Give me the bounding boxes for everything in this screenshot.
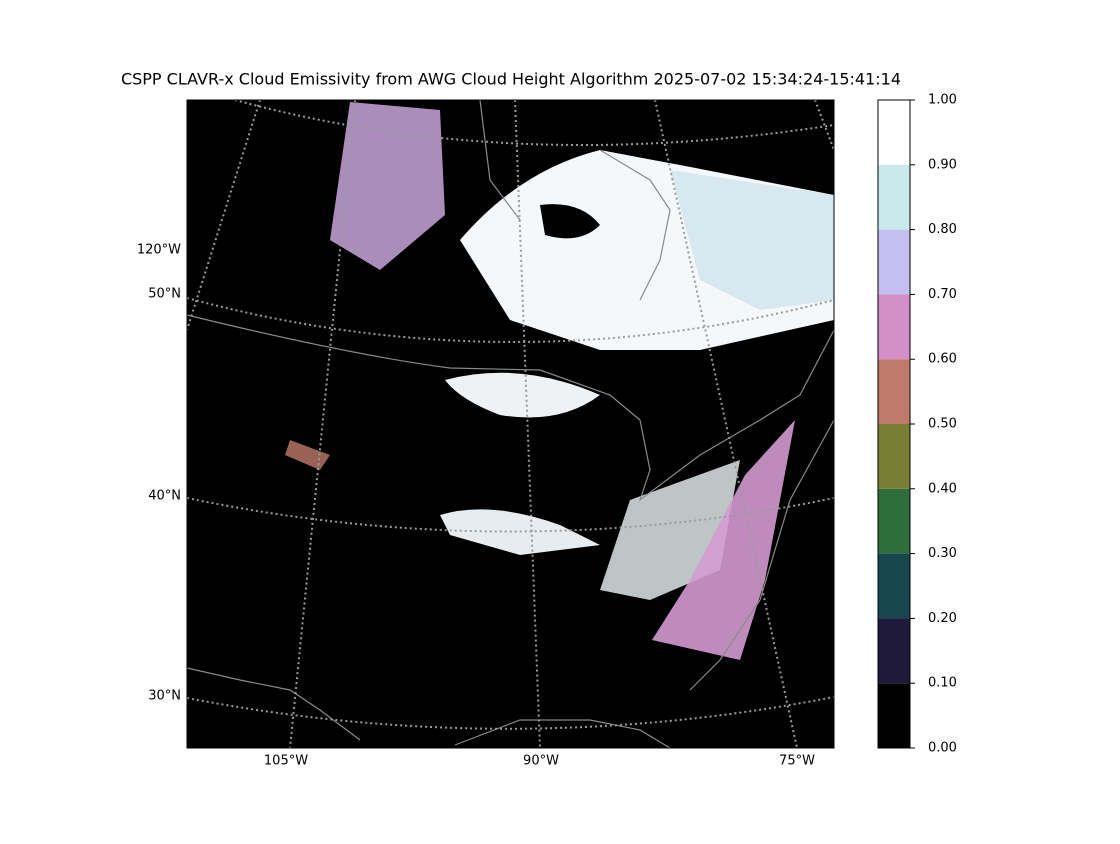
lon-label: 75°W [779, 754, 815, 769]
colorbar-tick-label: 0.00 [928, 741, 957, 756]
map [186, 99, 835, 749]
colorbar-tick-label: 0.50 [928, 417, 957, 432]
colorbar-tick-label: 1.00 [928, 93, 957, 108]
colorbar-bin [878, 100, 910, 165]
colorbar-bin [878, 164, 910, 230]
map-frame [186, 99, 835, 749]
lat-label: 30°N [148, 689, 181, 704]
lat-label: 120°W [137, 243, 181, 258]
colorbar-bin [878, 553, 910, 619]
colorbar-bin [878, 618, 910, 684]
lat-label: 50°N [148, 287, 181, 302]
colorbar-tick-label: 0.30 [928, 546, 957, 561]
colorbar-bin [878, 294, 910, 360]
borders [186, 99, 835, 749]
colorbar-bin [878, 683, 910, 748]
colorbar-tick-label: 0.40 [928, 481, 957, 496]
colorbar-bin [878, 229, 910, 295]
lon-label: 105°W [264, 754, 308, 769]
colorbar-bin [878, 359, 910, 424]
colorbar-bin [878, 424, 910, 489]
colorbar-tick-label: 0.20 [928, 611, 957, 626]
colorbar-tick-label: 0.80 [928, 222, 957, 237]
map-title: CSPP CLAVR-x Cloud Emissivity from AWG C… [121, 70, 901, 89]
cloud-field [285, 102, 834, 660]
graticule [186, 99, 835, 749]
colorbar-tick-label: 0.90 [928, 157, 957, 172]
lon-label: 90°W [523, 754, 559, 769]
colorbar-tick-label: 0.70 [928, 287, 957, 302]
colorbar-bin [878, 488, 910, 554]
colorbar-tick-label: 0.60 [928, 352, 957, 367]
lat-label: 40°N [148, 489, 181, 504]
colorbar-tick-label: 0.10 [928, 676, 957, 691]
